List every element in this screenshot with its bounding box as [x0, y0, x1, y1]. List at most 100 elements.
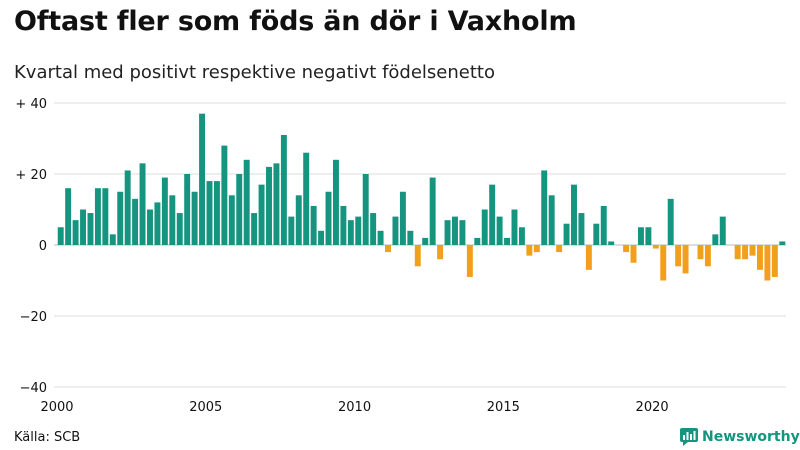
bar	[399, 191, 406, 245]
bar	[139, 163, 146, 245]
bar	[414, 245, 421, 267]
bar	[191, 191, 198, 245]
bar	[756, 245, 763, 270]
bar-series	[57, 113, 786, 281]
x-tick-label: 2005	[189, 400, 222, 415]
y-tick-label: −40	[20, 381, 47, 396]
bar	[347, 220, 354, 245]
bar	[332, 159, 339, 245]
bar	[749, 245, 756, 256]
bar	[80, 209, 87, 245]
bar	[511, 209, 518, 245]
y-tick-label: + 40	[15, 97, 47, 112]
bar	[719, 216, 726, 245]
bar	[355, 216, 362, 245]
bar	[266, 166, 272, 245]
chart-subtitle: Kvartal med positivt respektive negativt…	[14, 62, 495, 83]
bar	[571, 184, 577, 245]
bar	[57, 227, 64, 245]
bar	[228, 195, 235, 245]
y-tick-label: 0	[39, 239, 47, 254]
brand-logo[interactable]: Newsworthy	[680, 428, 800, 446]
bar	[109, 234, 116, 245]
bar	[652, 245, 659, 249]
bar	[169, 195, 176, 245]
bar	[154, 202, 161, 245]
brand-name: Newsworthy	[702, 429, 800, 445]
bar	[288, 216, 295, 245]
bar	[630, 245, 637, 263]
bar	[771, 245, 778, 277]
bar	[623, 245, 630, 253]
bar	[593, 223, 600, 245]
bar	[377, 230, 384, 245]
bar	[303, 152, 310, 245]
bar	[578, 213, 585, 245]
bar	[258, 184, 265, 245]
chart-title: Oftast fler som föds än dör i Vaxholm	[14, 6, 577, 37]
bar	[697, 245, 704, 260]
bar	[645, 227, 652, 245]
bar	[742, 245, 749, 260]
x-axis-labels: 2000 2005 2010 2015 2020	[40, 400, 668, 415]
bar	[437, 245, 444, 260]
bar	[496, 216, 503, 245]
bar	[310, 205, 317, 245]
bar	[221, 145, 228, 245]
bar	[541, 170, 548, 245]
bar	[682, 245, 689, 274]
bar	[563, 223, 570, 245]
bar	[206, 181, 213, 245]
bar	[600, 205, 607, 245]
bar	[65, 188, 72, 245]
bar-chart: + 40 + 20 0 −20 −40 2000 2005 2010 2015 2020	[15, 97, 786, 415]
bar	[176, 213, 183, 245]
bar	[452, 216, 458, 245]
bar	[385, 245, 391, 253]
bar	[236, 174, 243, 245]
bar	[251, 213, 258, 245]
bar	[548, 195, 555, 245]
bar	[556, 245, 563, 253]
y-axis-labels: + 40 + 20 0 −20 −40	[15, 97, 47, 396]
bar	[87, 213, 94, 245]
source-note: Källa: SCB	[14, 430, 81, 445]
bar	[94, 188, 101, 245]
bar	[660, 245, 667, 281]
y-tick-label: + 20	[15, 168, 47, 183]
bar	[102, 188, 109, 245]
bar	[667, 198, 674, 245]
bar	[147, 209, 153, 245]
bar	[243, 159, 250, 245]
bar	[184, 174, 191, 245]
bar	[518, 227, 525, 245]
bar	[273, 163, 280, 245]
bar	[533, 245, 540, 253]
bar	[675, 245, 682, 267]
bar	[481, 209, 488, 245]
bar	[407, 230, 414, 245]
bar	[526, 245, 533, 256]
bar	[161, 177, 168, 245]
bar	[459, 220, 466, 245]
bar	[370, 213, 377, 245]
bar	[764, 245, 771, 281]
bar	[474, 237, 481, 245]
bar	[734, 245, 741, 260]
bar	[72, 220, 79, 245]
newsworthy-logo-icon	[680, 428, 698, 446]
bar	[444, 220, 451, 245]
bar	[608, 241, 615, 245]
x-tick-label: 2000	[40, 400, 73, 415]
bar	[504, 237, 511, 245]
bar	[466, 245, 473, 277]
bar	[295, 195, 302, 245]
bar	[318, 230, 325, 245]
bar	[422, 237, 429, 245]
bar	[280, 134, 287, 245]
bar	[213, 181, 220, 245]
bar	[489, 184, 496, 245]
y-tick-label: −20	[20, 310, 47, 325]
bar	[199, 113, 206, 246]
bar	[117, 191, 124, 245]
